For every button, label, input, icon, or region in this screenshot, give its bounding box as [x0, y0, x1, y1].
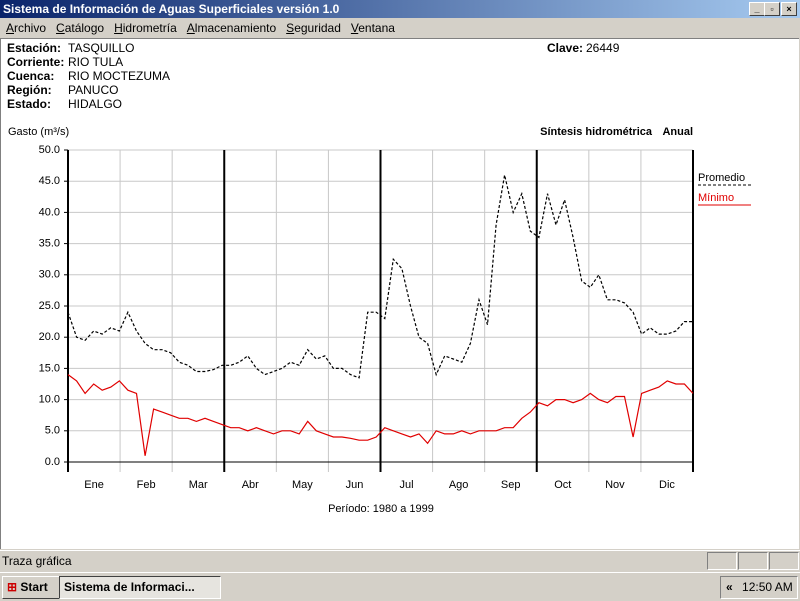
x-tick-label: Mar	[189, 479, 208, 491]
field-label: Cuenca:	[7, 69, 55, 83]
field-label: Corriente:	[7, 55, 65, 69]
field-value: HIDALGO	[68, 97, 123, 111]
series-line	[67, 374, 694, 456]
title-bar: Sistema de Información de Aguas Superfic…	[0, 0, 800, 18]
y-tick-label: 35.0	[39, 238, 60, 250]
y-tick-label: 30.0	[39, 269, 60, 281]
menu-item[interactable]: Catálogo	[56, 21, 105, 35]
x-tick-label: Sep	[501, 479, 521, 491]
content-panel: Estación: TASQUILLO Corriente: RIO TULA Cuen…	[0, 38, 799, 549]
x-tick-label: Feb	[137, 479, 156, 491]
clock: 12:50 AM	[742, 580, 793, 594]
menu-item[interactable]: Seguridad	[286, 21, 341, 35]
field-label: Estado:	[7, 97, 52, 111]
x-tick-label: Ago	[449, 479, 469, 491]
y-tick-label: 50.0	[39, 144, 60, 156]
chart-title: Síntesis hidrométrica	[540, 126, 653, 138]
clave-label: Clave:	[547, 41, 584, 55]
x-tick-label: Abr	[242, 479, 259, 491]
y-tick-label: 45.0	[39, 175, 60, 187]
status-text: Traza gráfica	[2, 554, 72, 568]
field-label: Estación:	[7, 41, 62, 55]
close-button[interactable]: ×	[781, 2, 797, 16]
menu-item[interactable]: Hidrometría	[114, 21, 177, 35]
start-label: Start	[20, 580, 48, 594]
maximize-button[interactable]: ▫	[764, 2, 780, 16]
status-pane	[707, 552, 737, 570]
y-tick-label: 10.0	[39, 394, 60, 406]
field-value: RIO MOCTEZUMA	[68, 69, 170, 83]
task-button[interactable]: Sistema de Informaci...	[59, 576, 221, 599]
y-tick-label: 25.0	[39, 300, 60, 312]
task-label: Sistema de Informaci...	[64, 580, 195, 594]
x-tick-label: Jul	[400, 479, 414, 491]
menu-item[interactable]: Ventana	[350, 21, 395, 35]
status-pane	[769, 552, 799, 570]
x-tick-label: Oct	[554, 479, 571, 491]
x-tick-label: Nov	[605, 479, 625, 491]
menu-item[interactable]: Almacenamiento	[186, 21, 277, 35]
start-button[interactable]: ⊞ Start	[2, 576, 60, 599]
field-value: PANUCO	[68, 83, 119, 97]
chart: Gasto (m³/s) Síntesis hidrométrica Anual 0.…	[8, 126, 751, 515]
y-tick-label: 5.0	[45, 425, 60, 437]
field-label: Región:	[7, 83, 52, 97]
legend-label: Promedio	[698, 172, 745, 184]
taskbar: ⊞ Start Sistema de Informaci... « 12:50 …	[0, 572, 800, 601]
tray: « 12:50 AM	[720, 576, 798, 599]
status-pane	[738, 552, 768, 570]
x-tick-label: Dic	[659, 479, 675, 491]
menu-bar: Archivo Catálogo Hidrometría Almacenamiento…	[0, 18, 800, 38]
x-tick-label: Jun	[346, 479, 364, 491]
y-tick-label: 40.0	[39, 206, 60, 218]
y-tick-label: 20.0	[39, 331, 60, 343]
window-title: Sistema de Información de Aguas Superfic…	[3, 2, 340, 16]
chart-subtitle: Anual	[662, 126, 693, 138]
status-bar: Traza gráfica	[0, 550, 800, 571]
field-value: RIO TULA	[68, 55, 124, 69]
y-tick-label: 0.0	[45, 456, 60, 468]
series-line	[67, 174, 693, 379]
y-axis-label: Gasto (m³/s)	[8, 126, 69, 138]
x-axis-label: Período: 1980 a 1999	[328, 503, 434, 515]
field-value: TASQUILLO	[68, 41, 135, 55]
menu-item[interactable]: Archivo	[6, 21, 47, 35]
x-tick-label: Ene	[84, 479, 104, 491]
x-tick-label: May	[292, 479, 313, 491]
clave-value: 26449	[586, 41, 620, 55]
legend-label: Mínimo	[698, 192, 734, 204]
minimize-button[interactable]: _	[749, 2, 765, 16]
y-tick-label: 15.0	[39, 362, 60, 374]
